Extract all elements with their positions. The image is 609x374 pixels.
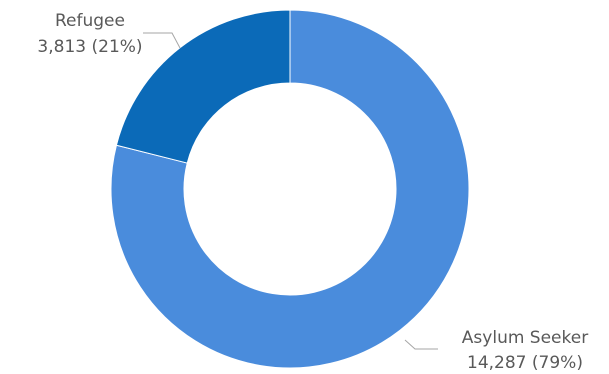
asylum-seeker-label: Asylum Seeker — [462, 328, 588, 348]
refugee-label: Refugee — [55, 11, 125, 31]
asylum-seeker-leader-line — [404, 339, 438, 350]
refugee-label-group: Refugee 3,813 (21%) — [37, 11, 181, 57]
slice-asylum-seeker — [110, 9, 470, 369]
slice-refugee — [115, 9, 291, 164]
refugee-value-label: 3,813 (21%) — [37, 37, 142, 57]
donut-slices — [110, 9, 470, 369]
asylum-seeker-percent: (79%) — [532, 353, 583, 373]
refugee-leader-line — [143, 32, 181, 49]
asylum-seeker-value: 14,287 — [467, 353, 526, 373]
refugee-percent: (21%) — [92, 37, 143, 57]
asylum-seeker-label-group: Asylum Seeker 14,287 (79%) — [404, 328, 588, 373]
asylum-seeker-value-label: 14,287 (79%) — [467, 353, 583, 373]
refugee-value: 3,813 — [37, 37, 86, 57]
